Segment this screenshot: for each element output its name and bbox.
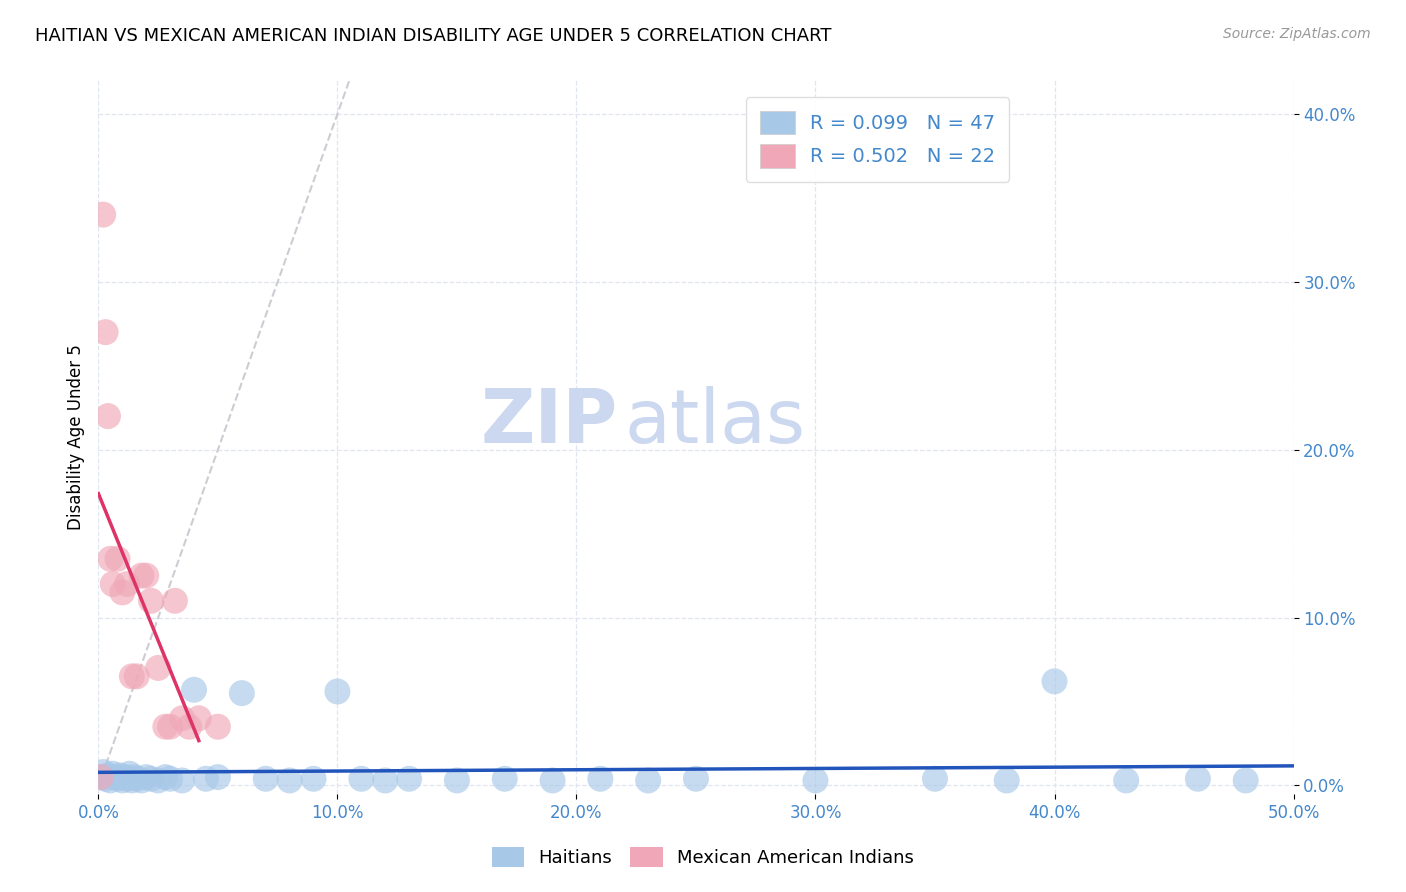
Haitians [98, 773, 122, 788]
Text: Source: ZipAtlas.com: Source: ZipAtlas.com [1223, 27, 1371, 41]
Haitians [254, 772, 277, 786]
Haitians [1043, 674, 1066, 689]
Haitians [159, 772, 181, 786]
Haitians [398, 772, 420, 786]
Haitians [804, 773, 827, 788]
Mexican American Indians [131, 568, 153, 582]
Haitians [1187, 772, 1209, 786]
Haitians [90, 770, 112, 784]
Mexican American Indians [101, 577, 124, 591]
Haitians [107, 772, 129, 786]
Haitians [589, 772, 612, 786]
Text: atlas: atlas [624, 386, 806, 459]
Haitians [195, 772, 218, 786]
Haitians [278, 773, 301, 788]
Haitians [124, 770, 146, 784]
Mexican American Indians [172, 711, 194, 725]
Text: HAITIAN VS MEXICAN AMERICAN INDIAN DISABILITY AGE UNDER 5 CORRELATION CHART: HAITIAN VS MEXICAN AMERICAN INDIAN DISAB… [35, 27, 832, 45]
Haitians [541, 773, 564, 788]
Haitians [104, 770, 127, 784]
Mexican American Indians [135, 568, 157, 582]
Mexican American Indians [94, 325, 117, 339]
Haitians [115, 772, 138, 786]
Haitians [97, 768, 120, 782]
Haitians [121, 773, 143, 788]
Haitians [172, 773, 194, 788]
Haitians [91, 765, 114, 780]
Mexican American Indians [91, 208, 114, 222]
Haitians [494, 772, 516, 786]
Haitians [101, 766, 124, 780]
Haitians [995, 773, 1018, 788]
Haitians [148, 773, 170, 788]
Mexican American Indians [187, 711, 209, 725]
Mexican American Indians [139, 594, 162, 608]
Haitians [108, 768, 131, 782]
Mexican American Indians [98, 551, 122, 566]
Haitians [685, 772, 707, 786]
Legend: Haitians, Mexican American Indians: Haitians, Mexican American Indians [485, 839, 921, 874]
Mexican American Indians [125, 669, 148, 683]
Haitians [446, 773, 468, 788]
Haitians [924, 772, 946, 786]
Mexican American Indians [159, 720, 181, 734]
Mexican American Indians [90, 770, 112, 784]
Haitians [1115, 773, 1137, 788]
Haitians [111, 773, 134, 788]
Haitians [155, 770, 177, 784]
Mexican American Indians [207, 720, 229, 734]
Haitians [135, 770, 157, 784]
Haitians [374, 773, 396, 788]
Haitians [131, 773, 153, 788]
Haitians [139, 772, 162, 786]
Mexican American Indians [155, 720, 177, 734]
Mexican American Indians [115, 577, 138, 591]
Text: ZIP: ZIP [481, 386, 619, 459]
Haitians [1234, 773, 1257, 788]
Haitians [183, 682, 205, 697]
Mexican American Indians [107, 551, 129, 566]
Haitians [94, 772, 117, 786]
Haitians [326, 684, 349, 698]
Mexican American Indians [111, 585, 134, 599]
Haitians [231, 686, 253, 700]
Mexican American Indians [163, 594, 186, 608]
Mexican American Indians [97, 409, 120, 423]
Haitians [350, 772, 373, 786]
Haitians [118, 766, 141, 780]
Y-axis label: Disability Age Under 5: Disability Age Under 5 [66, 344, 84, 530]
Haitians [637, 773, 659, 788]
Haitians [207, 770, 229, 784]
Haitians [125, 772, 148, 786]
Legend: R = 0.099   N = 47, R = 0.502   N = 22: R = 0.099 N = 47, R = 0.502 N = 22 [747, 97, 1010, 182]
Haitians [302, 772, 325, 786]
Mexican American Indians [179, 720, 201, 734]
Mexican American Indians [121, 669, 143, 683]
Mexican American Indians [148, 661, 170, 675]
Haitians [114, 770, 136, 784]
